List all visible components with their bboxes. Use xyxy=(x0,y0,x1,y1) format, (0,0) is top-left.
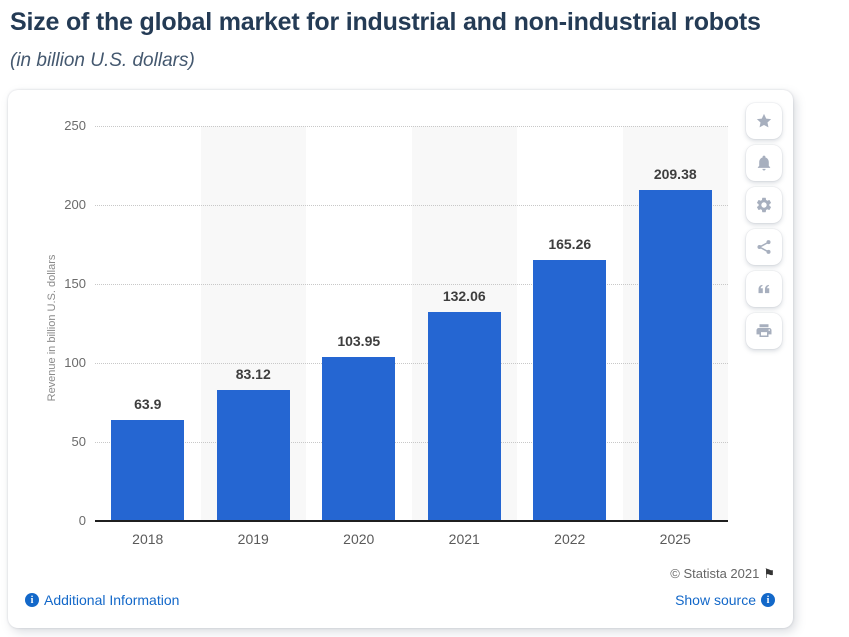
bar-value-label: 83.12 xyxy=(235,365,271,382)
show-source-link[interactable]: Show source i xyxy=(675,592,775,608)
y-tick-label: 250 xyxy=(64,118,86,133)
y-tick-label: 100 xyxy=(64,355,86,370)
x-axis-label: 2018 xyxy=(132,531,164,547)
bell-icon xyxy=(755,154,773,172)
bar-2025[interactable] xyxy=(638,190,712,521)
x-axis-label: 2022 xyxy=(554,531,586,547)
x-axis-label: 2019 xyxy=(237,531,269,547)
bar-value-label: 103.95 xyxy=(337,332,381,349)
gear-icon-button[interactable] xyxy=(746,187,782,223)
y-tick-label: 50 xyxy=(71,434,86,449)
flag-icon: ⚑ xyxy=(763,566,775,581)
x-axis-label: 2021 xyxy=(448,531,480,547)
plot-area: Revenue in billion U.S. dollars 0 50 100 15… xyxy=(8,90,793,560)
chart-toolbar xyxy=(746,103,782,349)
bar-2021[interactable] xyxy=(427,312,501,521)
share-icon-button[interactable] xyxy=(746,229,782,265)
quote-icon xyxy=(755,280,773,298)
bar-2018[interactable] xyxy=(111,420,185,521)
bar-value-label: 132.06 xyxy=(442,288,486,305)
additional-information-label: Additional Information xyxy=(44,592,180,608)
share-icon xyxy=(755,238,773,256)
bar-2022[interactable] xyxy=(533,259,607,521)
quote-icon-button[interactable] xyxy=(746,271,782,307)
show-source-label: Show source xyxy=(675,592,756,608)
additional-information-link[interactable]: i Additional Information xyxy=(25,592,179,608)
bar-value-label: 209.38 xyxy=(653,166,697,183)
x-axis-label: 2025 xyxy=(659,531,691,547)
info-icon: i xyxy=(25,593,39,607)
gear-icon xyxy=(755,196,773,214)
bar-value-label: 165.26 xyxy=(548,235,592,252)
chart-card: Revenue in billion U.S. dollars 0 50 100 15… xyxy=(8,90,793,628)
info-icon: i xyxy=(761,593,775,607)
statista-credit: © Statista 2021 ⚑ xyxy=(670,566,775,582)
printer-icon xyxy=(755,322,773,340)
gridline xyxy=(95,442,728,443)
star-icon xyxy=(755,112,773,130)
y-tick-label: 200 xyxy=(64,197,86,212)
gridline xyxy=(95,363,728,364)
bell-icon-button[interactable] xyxy=(746,145,782,181)
gridline xyxy=(95,126,728,127)
copyright-text: © Statista 2021 xyxy=(670,566,760,581)
y-tick-label: 0 xyxy=(78,513,86,528)
bar-2019[interactable] xyxy=(216,389,290,521)
x-axis-label: 2020 xyxy=(343,531,375,547)
bar-2020[interactable] xyxy=(322,356,396,521)
star-icon-button[interactable] xyxy=(746,103,782,139)
bar-value-label: 63.9 xyxy=(134,396,162,413)
x-axis-line xyxy=(95,520,728,522)
gridline xyxy=(95,205,728,206)
page-title: Size of the global market for industrial… xyxy=(10,8,761,36)
printer-icon-button[interactable] xyxy=(746,313,782,349)
gridline xyxy=(95,284,728,285)
y-tick-label: 150 xyxy=(64,276,86,291)
page-subtitle: (in billion U.S. dollars) xyxy=(10,50,195,71)
